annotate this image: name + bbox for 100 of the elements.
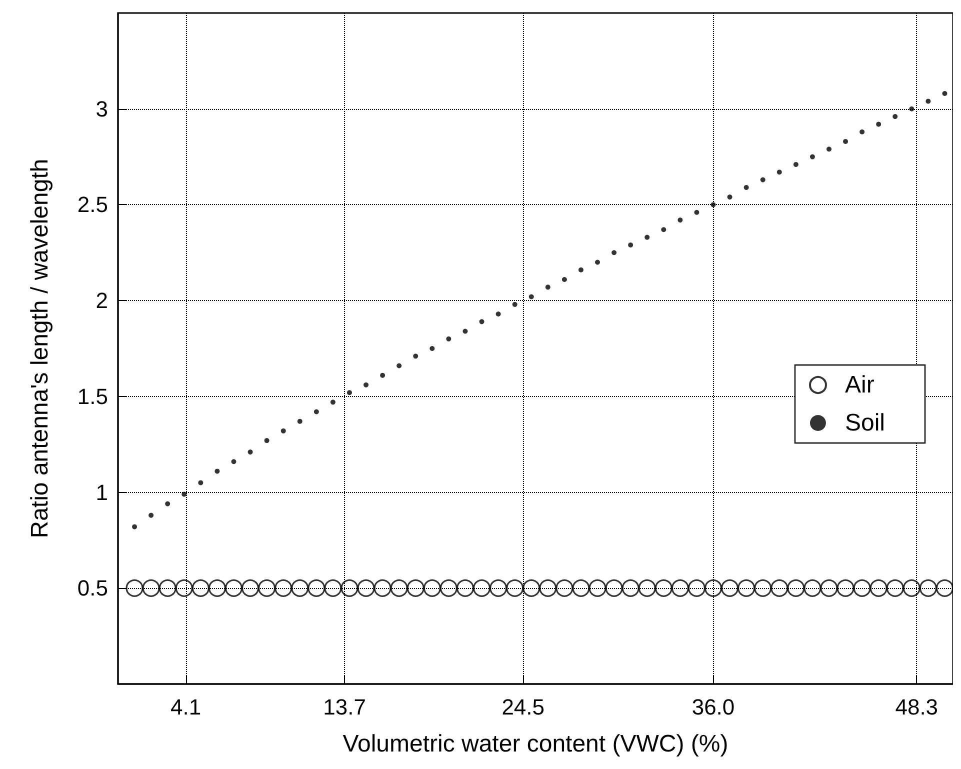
point bbox=[192, 579, 210, 597]
point bbox=[770, 579, 788, 597]
point bbox=[776, 170, 782, 175]
point bbox=[440, 579, 458, 597]
point bbox=[738, 579, 756, 597]
y-axis-title: Ratio antenna's length / wavelength bbox=[26, 158, 54, 538]
point bbox=[364, 382, 369, 388]
point bbox=[224, 579, 243, 597]
point bbox=[390, 579, 408, 597]
point bbox=[628, 242, 634, 248]
x-axis-title: Volumetric water content (VWC) (%) bbox=[342, 730, 728, 758]
point bbox=[148, 512, 154, 518]
point bbox=[413, 354, 418, 359]
point bbox=[214, 468, 220, 474]
point bbox=[671, 579, 689, 597]
point bbox=[721, 579, 739, 597]
point bbox=[804, 579, 822, 597]
point bbox=[291, 579, 309, 597]
point bbox=[512, 302, 518, 307]
point bbox=[810, 154, 815, 160]
point bbox=[158, 579, 176, 597]
point bbox=[132, 524, 138, 530]
point bbox=[490, 579, 508, 597]
point bbox=[539, 579, 557, 597]
point bbox=[430, 346, 435, 351]
point bbox=[820, 579, 838, 597]
y-tick-label: 2.5 bbox=[77, 192, 108, 218]
point bbox=[545, 284, 550, 290]
point bbox=[522, 579, 540, 597]
point bbox=[248, 450, 253, 455]
legend-label: Air bbox=[844, 372, 874, 398]
point bbox=[661, 227, 666, 232]
point bbox=[556, 579, 574, 597]
point bbox=[793, 162, 798, 167]
point bbox=[562, 276, 567, 282]
point bbox=[324, 579, 342, 597]
point bbox=[126, 579, 144, 597]
point bbox=[622, 579, 640, 597]
point bbox=[860, 129, 865, 134]
point bbox=[605, 579, 623, 597]
point bbox=[182, 492, 187, 497]
point bbox=[208, 579, 226, 597]
point bbox=[909, 106, 914, 112]
point bbox=[314, 409, 319, 414]
point bbox=[572, 579, 590, 597]
point bbox=[241, 579, 260, 597]
point bbox=[528, 294, 534, 300]
point bbox=[142, 579, 160, 597]
point bbox=[496, 311, 501, 316]
point bbox=[727, 194, 732, 200]
point bbox=[836, 579, 854, 597]
point bbox=[346, 390, 352, 396]
point bbox=[843, 138, 848, 144]
point bbox=[258, 579, 276, 597]
point bbox=[357, 579, 375, 597]
point bbox=[638, 579, 656, 597]
point bbox=[506, 579, 524, 597]
x-tick-label: 24.5 bbox=[502, 694, 545, 720]
point bbox=[654, 579, 672, 597]
point bbox=[892, 114, 898, 120]
point bbox=[231, 459, 236, 464]
point bbox=[297, 418, 302, 424]
point bbox=[886, 579, 904, 597]
point bbox=[462, 328, 468, 334]
point bbox=[396, 363, 402, 368]
point bbox=[710, 202, 716, 208]
point bbox=[694, 210, 700, 215]
point bbox=[472, 579, 491, 597]
point bbox=[760, 177, 766, 182]
point bbox=[588, 579, 606, 597]
point bbox=[578, 267, 584, 272]
point bbox=[876, 122, 882, 127]
x-tick-label: 36.0 bbox=[692, 694, 735, 720]
y-tick-label: 0.5 bbox=[77, 576, 108, 601]
point bbox=[853, 579, 871, 597]
legend-label: Soil bbox=[844, 410, 886, 436]
point bbox=[744, 184, 749, 190]
point bbox=[704, 579, 722, 597]
point bbox=[264, 438, 270, 444]
point bbox=[479, 319, 484, 324]
point bbox=[826, 146, 832, 152]
y-tick-label: 3 bbox=[96, 96, 108, 122]
point bbox=[942, 91, 948, 96]
point bbox=[688, 579, 706, 597]
point bbox=[456, 579, 474, 597]
point bbox=[423, 579, 441, 597]
point bbox=[165, 501, 170, 506]
point bbox=[175, 579, 193, 597]
point bbox=[198, 480, 204, 486]
point bbox=[595, 260, 600, 265]
point bbox=[280, 428, 286, 434]
point bbox=[644, 234, 650, 240]
x-tick-label: 13.7 bbox=[323, 694, 366, 720]
x-tick-label: 48.3 bbox=[895, 694, 938, 720]
point bbox=[330, 400, 336, 405]
point bbox=[308, 579, 326, 597]
point bbox=[374, 579, 392, 597]
y-tick-label: 1.5 bbox=[77, 384, 108, 409]
point bbox=[678, 218, 683, 223]
x-tick-label: 4.1 bbox=[170, 694, 202, 720]
